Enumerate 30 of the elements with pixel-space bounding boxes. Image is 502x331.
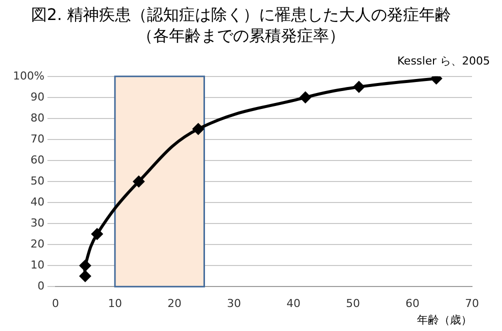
x-tick-label: 70 [465,297,479,310]
y-tick-label: 20 [30,237,44,250]
y-tick-label: 30 [30,216,44,230]
x-tick-label: 10 [108,297,122,310]
chart-title: 図2. 精神疾患（認知症は除く）に罹患した大人の発症年齢 [30,4,452,24]
y-tick-label: 40 [30,195,44,208]
y-tick-label: 90 [30,90,44,104]
x-tick-label: 60 [405,297,420,310]
y-tick-label: 50 [30,174,44,188]
x-tick-label: 20 [167,297,182,310]
x-tick-label: 50 [346,297,360,310]
point [80,270,91,282]
point [80,260,91,272]
y-tick-label: 80 [30,111,44,124]
point [353,81,364,92]
x-tick-label: 30 [226,297,241,310]
y-tick-label: 100% [12,69,44,82]
x-tick-label: 40 [286,297,300,310]
point [133,176,144,187]
text: Kessler ら、2005 [397,54,490,68]
y-tick-label: 0 [37,279,44,292]
x-axis-title: 年齢（歳） [417,313,472,326]
y-tick-label: 70 [30,132,44,146]
point [192,123,204,134]
y-tick-label: 10 [30,258,44,272]
chart-subtitle: （各年齢までの累積発症率） [137,26,345,45]
point [92,228,103,240]
x-tick-label: 0 [52,297,59,310]
y-tick-label: 60 [30,153,44,166]
point [300,92,311,103]
